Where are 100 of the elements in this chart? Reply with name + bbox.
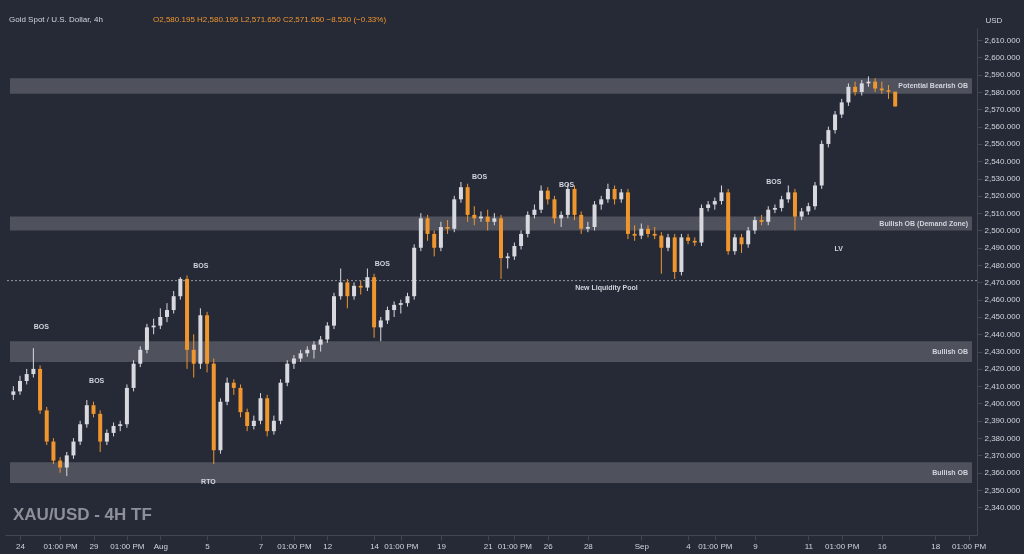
candlestick [178,276,183,301]
candlestick [18,375,23,396]
x-tick-label: 19 [436,541,447,551]
x-tick-label: 01:00 PM [825,541,860,551]
x-tick-label: 11 [804,541,814,551]
y-axis-title: USD [985,15,1003,25]
y-tick-label: 2,540.000 [984,156,1021,166]
candlestick [519,229,524,250]
candlestick [191,333,196,379]
x-tick-label: 01:00 PM [43,541,79,551]
y-tick-label: 2,360.000 [984,468,1021,478]
candlestick [325,321,330,344]
candlestick [258,392,263,425]
x-tick-label: 01:00 PM [952,541,987,551]
y-tick-label: 2,470.000 [984,277,1021,287]
candlestick [839,98,844,119]
candlestick [746,226,751,249]
y-tick-label: 2,450.000 [984,312,1021,322]
candlestick [158,307,163,330]
candlestick [171,290,176,315]
x-tick-label: 01:00 PM [698,541,733,551]
candlestick [71,437,76,460]
candlestick [813,181,818,211]
candlestick [271,415,276,436]
candlestick [719,184,724,205]
candlestick [345,278,350,309]
candlestick [485,209,490,231]
y-tick-label: 2,530.000 [984,174,1021,184]
candlestick [64,451,69,477]
x-tick-label: 01:00 PM [497,541,533,551]
candlestick [873,77,878,93]
candlestick [592,200,597,231]
x-tick-label: 4 [686,541,692,551]
y-tick-label: 2,460.000 [984,295,1021,305]
x-tick-label: 01:00 PM [384,541,419,551]
y-tick-label: 2,490.000 [984,243,1021,253]
candlestick [552,195,557,225]
candlestick [245,408,250,432]
y-tick-label: 2,520.000 [984,191,1021,201]
candlestick [772,204,777,214]
candlestick [365,268,370,292]
chart-subtitle: Gold Spot / U.S. Dollar, 4h [9,15,103,24]
candlestick [659,231,664,275]
candlestick [392,300,397,318]
text: XAU/USD - 4H TF [13,505,152,524]
x-tick-label: 21 [483,541,494,551]
candlestick [78,420,83,446]
candlestick [605,183,610,204]
y-tick-label: 2,610.000 [984,35,1021,45]
candlestick [645,224,650,238]
x-tick-label: 5 [205,541,211,551]
candlestick [84,399,89,429]
candlestick [826,126,831,148]
y-tick-label: 2,420.000 [984,364,1021,374]
x-tick-label: 24 [16,541,26,551]
candlestick [458,181,463,204]
candlestick [853,81,858,96]
candlestick [31,347,36,379]
x-tick-label: 14 [370,541,380,551]
y-tick-label: 2,370.000 [984,450,1021,460]
candlestick [706,200,711,212]
x-tick-label: 18 [931,541,941,551]
y-tick-label: 2,590.000 [984,70,1021,80]
y-tick-label: 2,560.000 [984,122,1021,132]
x-tick-label: 7 [258,541,264,551]
candlestick [425,214,430,242]
candlestick [612,184,617,205]
y-tick-label: 2,400.000 [984,398,1021,408]
candlestick [291,354,296,370]
y-tick-label: 2,570.000 [984,104,1021,114]
y-tick-label: 2,480.000 [984,260,1021,270]
x-tick-label: 9 [753,541,759,551]
y-tick-label: 2,500.000 [984,225,1021,235]
candlestick [164,302,169,323]
candlestick [739,233,744,254]
candlestick [766,205,771,226]
candlestick [225,377,230,406]
candlestick [338,268,343,301]
y-tick-label: 2,600.000 [984,52,1021,62]
y-tick-label: 2,350.000 [984,485,1021,495]
candlestick [138,345,143,368]
y-tick-label: 2,440.000 [984,329,1021,339]
text: O2,580.195 H2,580.195 L2,571.650 C2,571.650 −8.530 (−0.33%) [153,15,387,24]
candlestick [432,229,437,257]
x-tick-label: 28 [583,541,594,551]
y-tick-label: 2,340.000 [984,502,1021,512]
x-tick-label: 01:00 PM [277,541,312,551]
x-tick-label: 16 [877,541,888,551]
candlestick [51,437,56,465]
candlestick [144,323,149,354]
candlestick [585,221,590,233]
y-tick-label: 2,580.000 [984,87,1021,97]
x-tick-label: 12 [323,541,333,551]
candlestick [833,110,838,135]
candlestick [352,281,357,301]
candlestick [539,184,544,214]
candlestick [579,210,584,235]
x-tick-label: 26 [543,541,554,551]
x-tick-label: 29 [89,541,99,551]
y-tick-label: 2,390.000 [984,416,1021,426]
